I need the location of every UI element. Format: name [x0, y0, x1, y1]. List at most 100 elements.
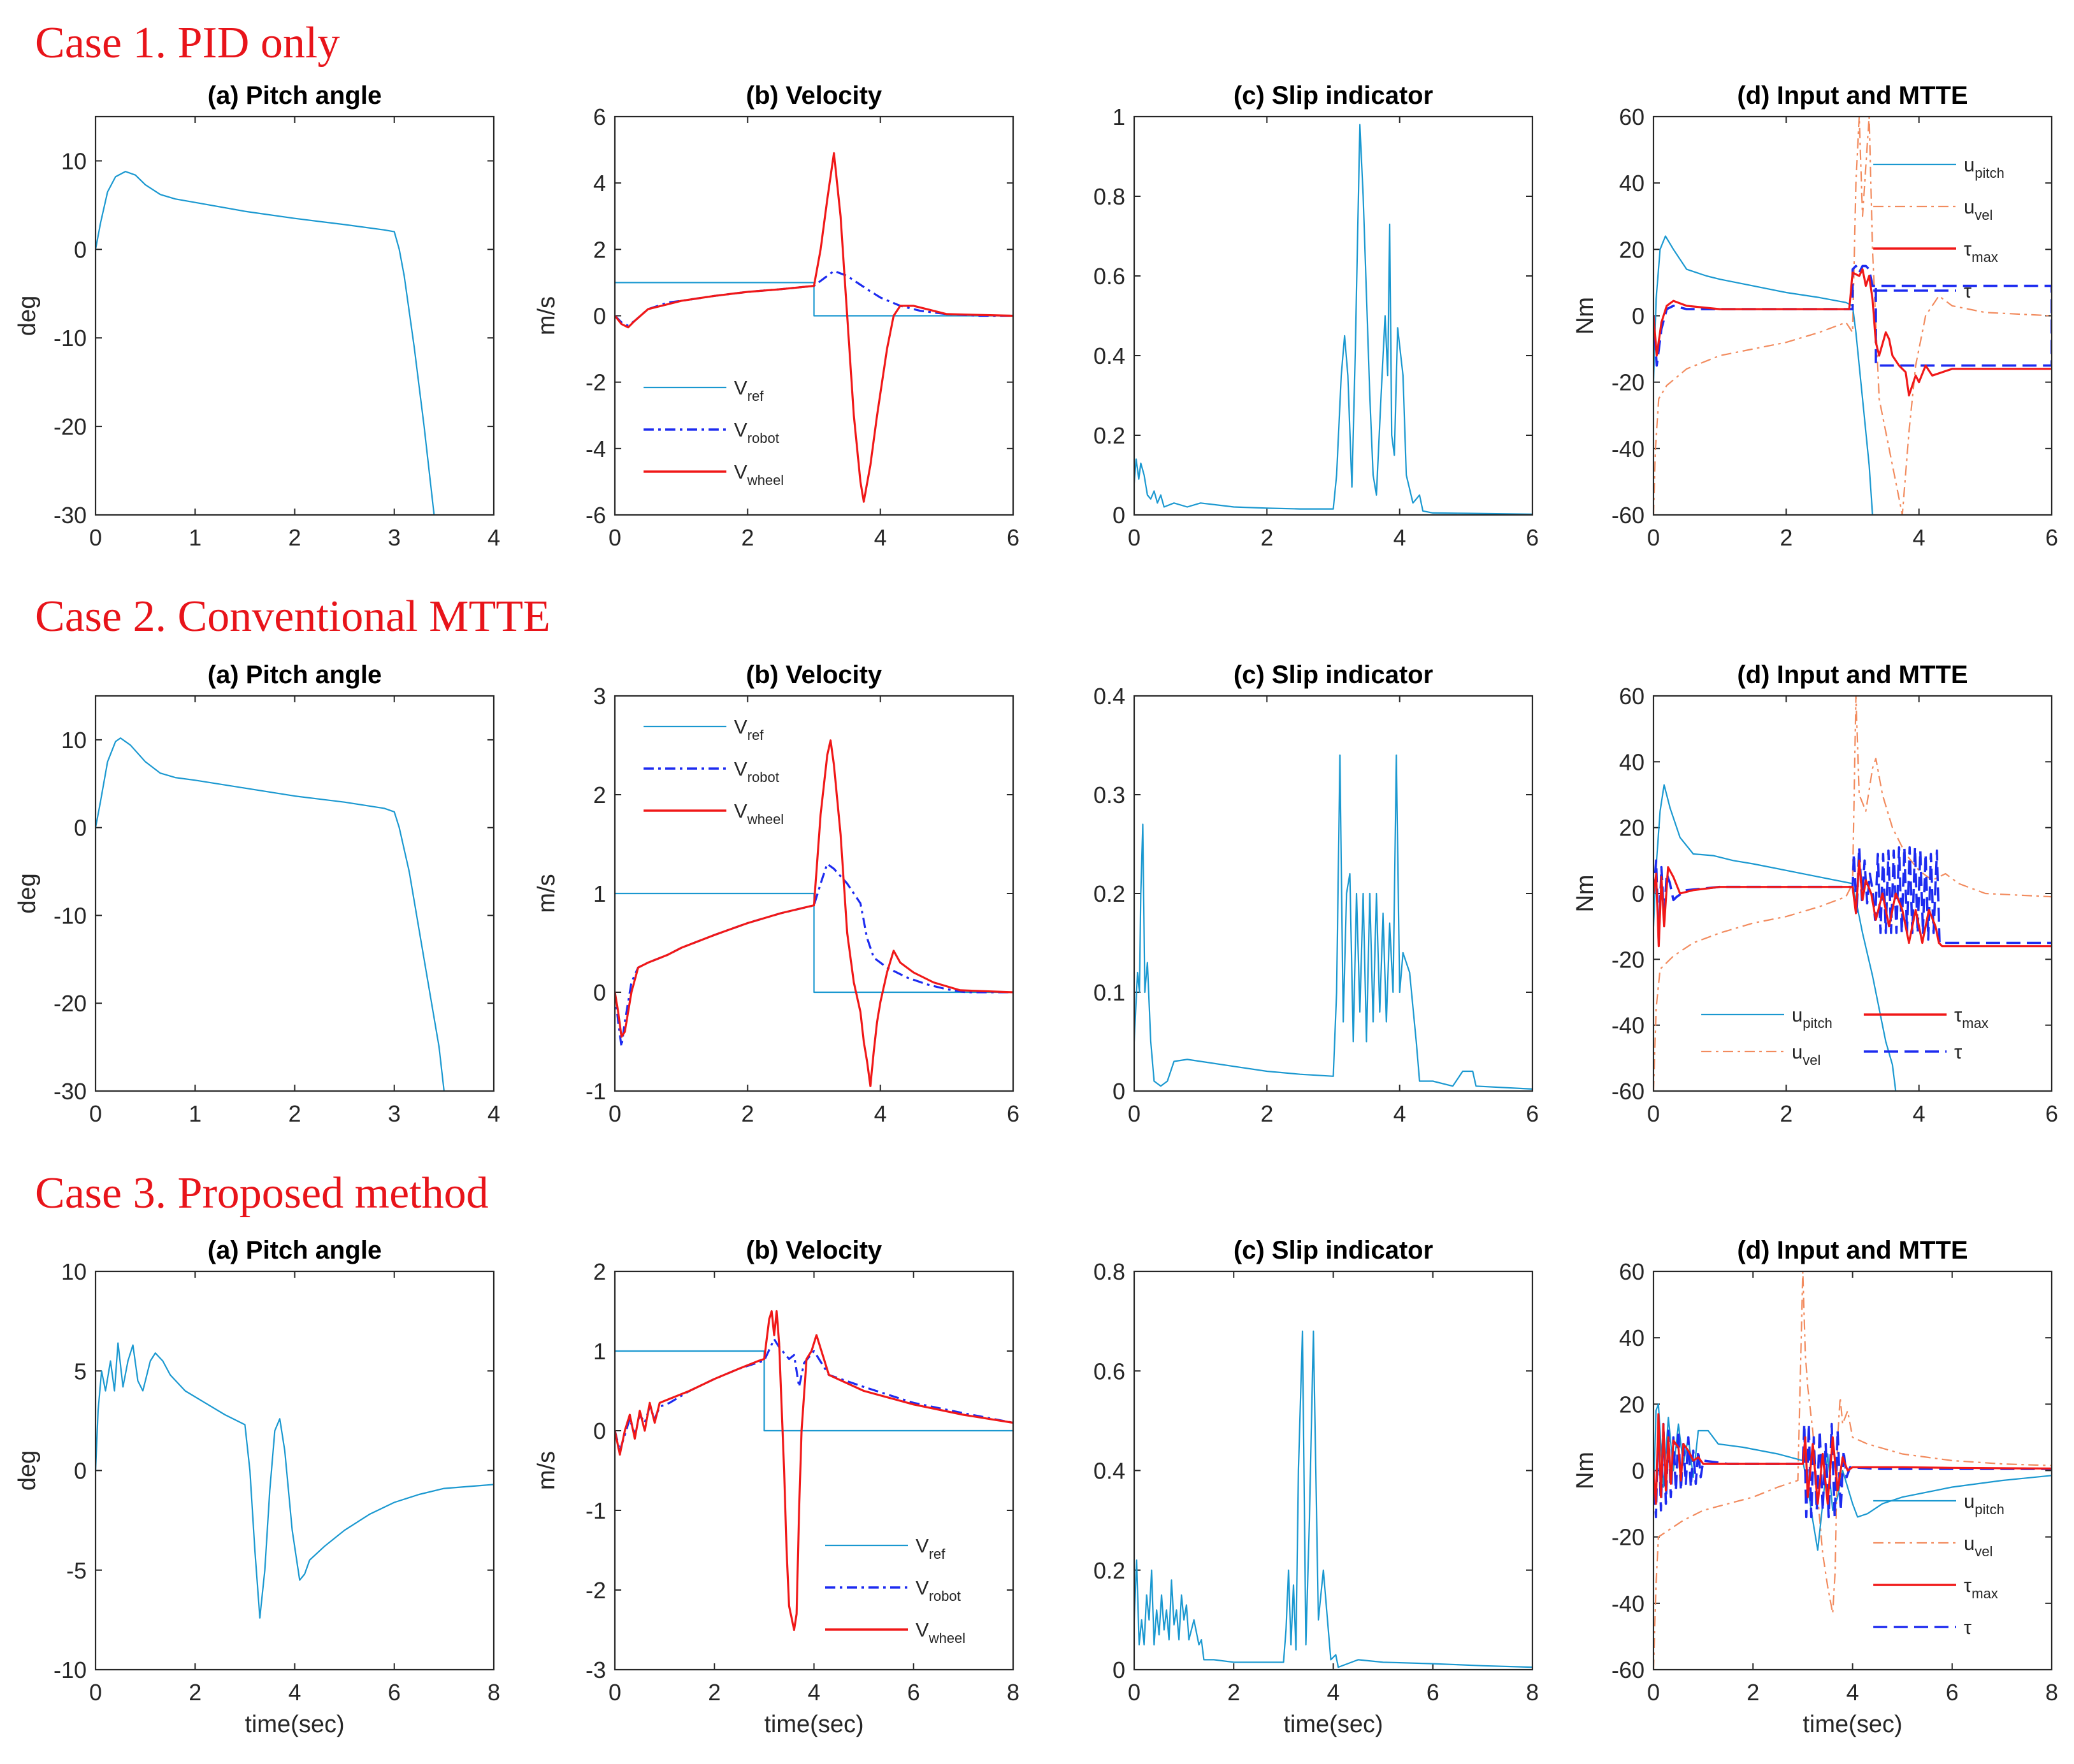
legend-subscript: vel — [1975, 207, 1992, 223]
legend-subscript: vel — [1803, 1052, 1820, 1068]
legend-main: V — [916, 1535, 929, 1557]
series-line-v-wheel — [615, 1310, 1013, 1631]
axes-frame — [94, 1270, 495, 1671]
x-tick-label: 4 — [1846, 1679, 1859, 1705]
series-line-slip — [1134, 124, 1532, 515]
legend-main: V — [734, 419, 747, 441]
y-tick-label: 20 — [1619, 815, 1645, 841]
y-tick-label: 0 — [1113, 1078, 1125, 1104]
panel-title: (c) Slip indicator — [1234, 661, 1433, 689]
y-tick-label: 0 — [74, 236, 87, 263]
x-tick-label: 2 — [1260, 1101, 1273, 1127]
legend-main: u — [1792, 1041, 1803, 1063]
y-tick-label: 5 — [74, 1358, 87, 1384]
panel-title: (c) Slip indicator — [1234, 1236, 1433, 1264]
series-line-u-pitch — [1653, 784, 1897, 1091]
axes-frame — [1652, 115, 2053, 516]
x-tick-label: 0 — [89, 1101, 102, 1127]
panel-title: (d) Input and MTTE — [1737, 82, 1968, 110]
chart-panel: (c) Slip indicator 0 2 4 6 0 0.1 0.2 0.3 0.4 — [1093, 661, 1539, 1127]
x-tick-label: 4 — [1327, 1679, 1339, 1705]
series-group — [1653, 1271, 2052, 1670]
legend-entry: uvel — [1873, 196, 1992, 223]
y-tick-label: 20 — [1619, 236, 1645, 263]
y-tick-label: 0.8 — [1093, 1259, 1125, 1285]
series-line-u-vel — [1653, 1271, 2052, 1670]
x-tick-label: 2 — [288, 1101, 301, 1127]
legend-label: Vwheel — [734, 800, 784, 827]
chart-panel: (c) Slip indicator 0 2 4 6 8 0 0.2 0.4 0.6 0.8 time… — [1093, 1236, 1539, 1738]
series-line-u-pitch — [1653, 235, 1873, 515]
legend-entry: uvel — [1701, 1041, 1820, 1068]
y-tick-label: -10 — [54, 325, 87, 351]
legend-entry: Vref — [644, 716, 764, 743]
y-tick-label: 0.4 — [1093, 1458, 1125, 1484]
x-axis-label: time(sec) — [764, 1711, 863, 1738]
legend-entry: Vrobot — [825, 1577, 961, 1604]
legend-main: τ — [1964, 1574, 1971, 1596]
y-tick-label: 40 — [1619, 749, 1645, 775]
x-tick-label: 6 — [2045, 524, 2058, 551]
x-tick-label: 4 — [288, 1679, 301, 1705]
series-group — [1653, 117, 2052, 515]
x-tick-label: 2 — [189, 1679, 201, 1705]
panel-title: (b) Velocity — [746, 1236, 882, 1264]
y-tick-label: 0 — [593, 980, 606, 1006]
y-tick-label: 60 — [1619, 104, 1645, 130]
legend-entry: Vwheel — [825, 1619, 965, 1646]
y-tick-label: -20 — [1611, 946, 1645, 972]
series-group — [96, 737, 445, 1091]
x-tick-label: 0 — [609, 1679, 621, 1705]
series-group — [1653, 696, 2052, 1091]
series-line-v-ref — [615, 1350, 1013, 1432]
panel-title: (b) Velocity — [746, 82, 882, 110]
x-tick-label: 0 — [609, 1101, 621, 1127]
legend-subscript: robot — [929, 1588, 961, 1604]
x-tick-label: 6 — [1526, 524, 1539, 551]
x-tick-label: 8 — [487, 1679, 500, 1705]
y-tick-label: 0 — [593, 1418, 606, 1444]
y-tick-label: 3 — [593, 683, 606, 709]
legend-label: τ — [1964, 280, 1971, 302]
chart-panel: (b) Velocity 0 2 4 6 8 -3 -2 -1 0 1 2 m/s time(sec) Vr… — [533, 1236, 1019, 1738]
y-tick-label: 0 — [1113, 1657, 1125, 1683]
x-tick-label: 0 — [1647, 1679, 1660, 1705]
y-tick-label: 6 — [593, 104, 606, 130]
x-tick-label: 2 — [1260, 524, 1273, 551]
y-tick-label: -40 — [1611, 1013, 1645, 1039]
x-tick-label: 2 — [288, 524, 301, 551]
series-line-u-vel — [1653, 117, 2052, 515]
series-group — [615, 152, 1013, 503]
legend-subscript: vel — [1975, 1544, 1992, 1559]
legend-label: τmax — [1964, 1574, 1998, 1601]
legend-subscript: robot — [747, 769, 779, 785]
legend-label: τmax — [1954, 1004, 1989, 1031]
x-tick-label: 2 — [708, 1679, 721, 1705]
legend-label: upitch — [1964, 1490, 2005, 1517]
y-axis-label: Nm — [1572, 1452, 1599, 1489]
y-axis-label: deg — [14, 296, 41, 336]
x-tick-label: 4 — [1913, 524, 1926, 551]
legend-subscript: max — [1962, 1015, 1989, 1031]
case-title: Case 3. Proposed method — [35, 1169, 489, 1218]
legend-label: Vwheel — [916, 1619, 965, 1646]
y-tick-label: -30 — [54, 1078, 87, 1104]
x-tick-label: 0 — [609, 524, 621, 551]
y-tick-label: 0.3 — [1093, 782, 1125, 808]
y-tick-label: 0.4 — [1093, 343, 1125, 369]
y-tick-label: -20 — [1611, 370, 1645, 396]
legend-label: uvel — [1964, 196, 1992, 223]
x-tick-label: 2 — [1780, 1101, 1792, 1127]
y-tick-label: 1 — [1113, 104, 1125, 130]
y-tick-label: 60 — [1619, 1259, 1645, 1285]
series-line-slip — [1134, 1330, 1532, 1668]
x-tick-label: 1 — [189, 1101, 201, 1127]
y-axis-label: Nm — [1572, 297, 1599, 335]
legend-entry: Vwheel — [644, 800, 784, 827]
axes-frame — [1652, 695, 2053, 1092]
legend-label: Vref — [916, 1535, 946, 1562]
x-tick-label: 4 — [874, 1101, 887, 1127]
